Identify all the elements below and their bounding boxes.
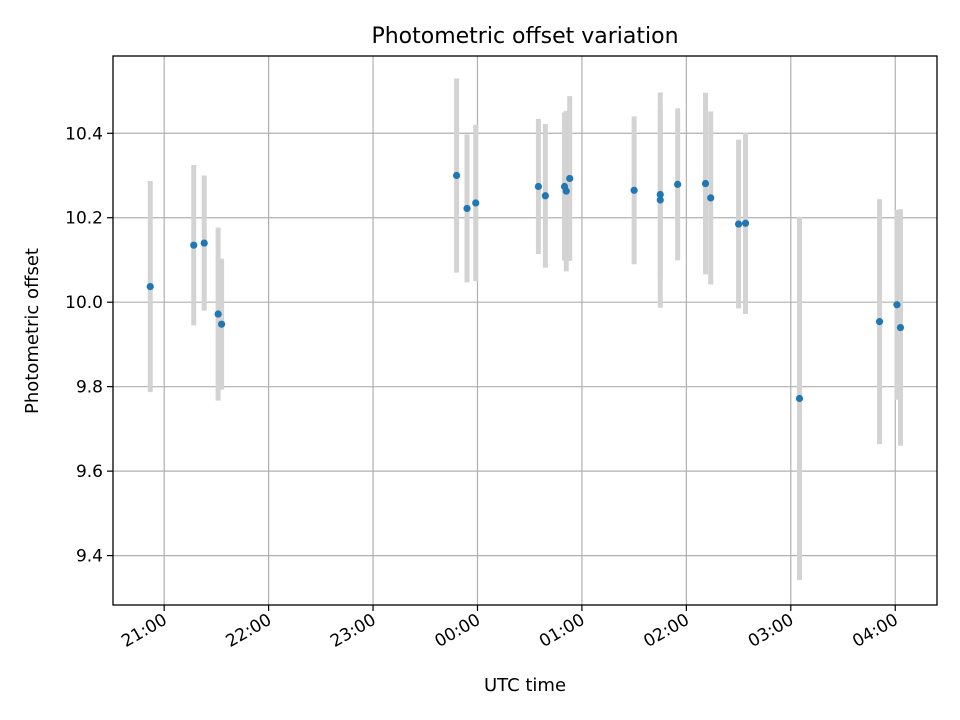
data-point [562,187,570,195]
x-axis-label: UTC time [484,675,566,696]
data-point [701,179,710,188]
y-tick-label: 9.8 [76,378,103,398]
data-point [541,192,549,200]
data-point [674,180,682,188]
data-point [734,220,743,228]
y-axis-label: Photometric offset [22,248,43,414]
data-point [190,241,198,249]
data-point [896,323,905,332]
data-point [200,239,208,247]
data-point [656,196,664,204]
y-tick-label: 10.0 [65,293,103,313]
data-point [566,174,574,183]
data-point [893,301,901,309]
data-point [534,182,543,191]
data-point [630,186,638,194]
data-point [472,199,480,207]
data-point [795,394,804,403]
data-point [741,219,750,227]
y-tick-label: 10.2 [65,209,103,229]
y-tick-label: 10.4 [65,124,103,144]
data-point-layer [146,171,905,403]
y-tick-label: 9.4 [76,547,103,567]
data-point [452,171,461,180]
data-point [463,204,471,213]
data-point [875,318,884,326]
y-tick-label: 9.6 [76,462,103,482]
plot-frame [112,55,938,606]
chart-title: Photometric offset variation [371,24,678,49]
data-point [656,190,664,199]
data-point [218,320,226,328]
data-point [214,310,222,318]
data-point [707,194,715,202]
data-point [146,282,154,291]
